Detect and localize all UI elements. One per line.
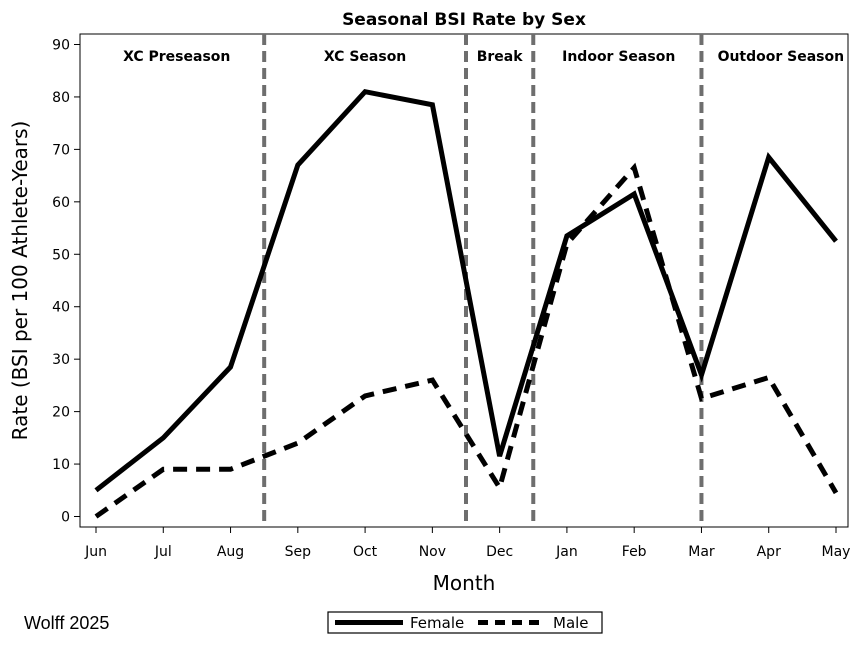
data-point-male xyxy=(228,467,233,472)
data-point-female xyxy=(632,191,637,196)
y-tick-label: 30 xyxy=(52,352,70,368)
season-labels: XC Preseason XC Season Break Indoor Season O… xyxy=(123,49,844,65)
data-point-female xyxy=(497,454,502,459)
season-dividers xyxy=(262,34,704,527)
season-label: Outdoor Season xyxy=(718,49,845,65)
x-tick-label: Aug xyxy=(217,544,244,560)
x-tick-label: Jun xyxy=(84,544,107,560)
data-point-female xyxy=(699,372,704,377)
season-label: Indoor Season xyxy=(562,49,675,65)
data-point-male xyxy=(430,378,435,383)
x-tick-label: Dec xyxy=(486,544,513,560)
data-point-female xyxy=(564,233,569,238)
y-tick-label: 90 xyxy=(52,37,70,53)
legend-label-female: Female xyxy=(410,614,464,632)
x-tick-label: Nov xyxy=(419,544,446,560)
series-lines xyxy=(94,88,839,519)
data-point-male xyxy=(497,485,502,490)
data-point-female xyxy=(834,239,839,244)
data-point-male xyxy=(295,441,300,446)
x-tick-label: May xyxy=(822,544,851,560)
data-point-male xyxy=(699,396,704,401)
y-tick-label: 20 xyxy=(52,405,70,421)
x-tick-label: Mar xyxy=(688,544,715,560)
data-point-female xyxy=(766,155,771,160)
legend: Female Male xyxy=(327,611,603,634)
series-line-male xyxy=(94,162,839,519)
season-label: Break xyxy=(477,49,524,65)
season-label: XC Preseason xyxy=(123,49,230,65)
data-point-female xyxy=(228,365,233,370)
data-point-male xyxy=(632,165,637,170)
y-tick-label: 80 xyxy=(52,90,70,106)
x-tick-label: Jul xyxy=(154,544,172,560)
series-line-female xyxy=(94,88,838,493)
x-tick-label: Oct xyxy=(353,544,378,560)
x-tick-label: Feb xyxy=(622,544,647,560)
y-tick-label: 60 xyxy=(52,195,70,211)
x-axis: Jun Jul Aug Sep Oct Nov Dec Jan Feb Mar Apr May xyxy=(84,527,850,560)
data-point-male xyxy=(161,467,166,472)
y-axis: 0 10 20 30 40 50 60 70 80 90 xyxy=(52,37,80,526)
data-point-female xyxy=(161,435,166,440)
data-point-female xyxy=(363,89,368,94)
y-axis-label: Rate (BSI per 100 Athlete-Years) xyxy=(8,121,32,441)
y-tick-label: 50 xyxy=(52,247,70,263)
season-label: XC Season xyxy=(324,49,406,65)
source-credit: Wolff 2025 xyxy=(24,613,110,633)
y-tick-label: 10 xyxy=(52,457,70,473)
legend-box xyxy=(327,611,603,634)
data-point-male xyxy=(94,514,99,519)
chart-title: Seasonal BSI Rate by Sex xyxy=(342,10,586,30)
legend-label-male: Male xyxy=(553,614,589,632)
data-point-male xyxy=(564,241,569,246)
data-point-female xyxy=(94,488,99,493)
x-axis-label: Month xyxy=(433,571,496,595)
y-tick-label: 70 xyxy=(52,142,70,158)
data-point-female xyxy=(295,163,300,168)
y-tick-label: 40 xyxy=(52,300,70,316)
x-tick-label: Jan xyxy=(555,544,578,560)
data-point-male xyxy=(766,375,771,380)
x-tick-label: Sep xyxy=(285,544,312,560)
y-tick-label: 0 xyxy=(61,510,70,526)
x-tick-label: Apr xyxy=(757,544,781,560)
data-point-male xyxy=(363,393,368,398)
data-point-female xyxy=(430,102,435,107)
data-point-male xyxy=(834,490,839,495)
